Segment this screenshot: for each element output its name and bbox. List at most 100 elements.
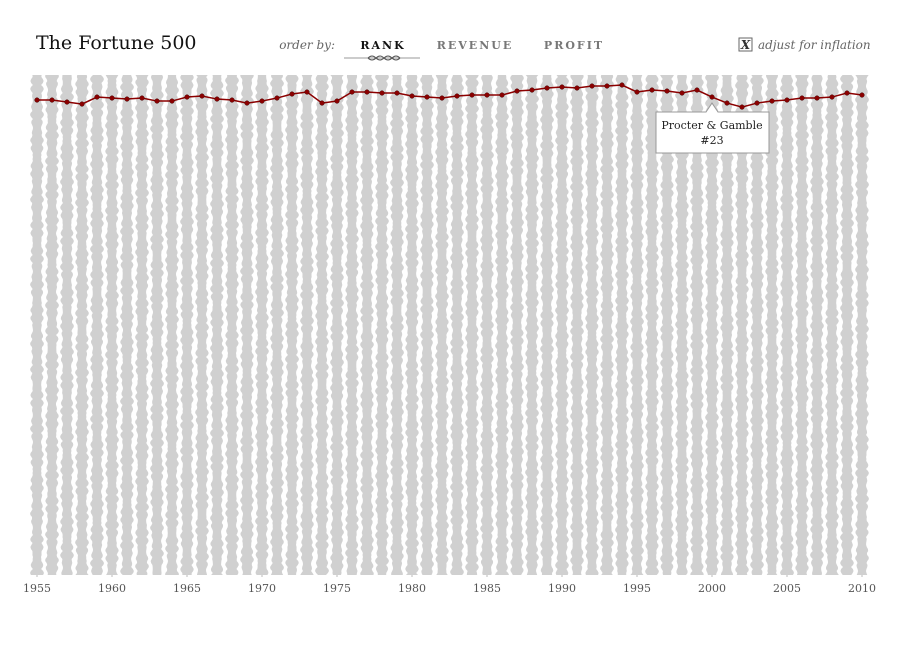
x-tick-label: 1990 <box>548 582 576 595</box>
company-column <box>105 75 119 575</box>
company-column <box>345 75 359 575</box>
point <box>529 87 535 93</box>
inflation-label[interactable]: adjust for inflation <box>758 38 871 52</box>
company-column <box>255 75 269 575</box>
company-column <box>585 75 599 575</box>
point <box>559 84 565 90</box>
company-column <box>210 75 224 575</box>
ornament <box>367 55 401 61</box>
tooltip: Procter & Gamble #23 <box>655 102 770 154</box>
point <box>409 93 415 99</box>
company-column <box>480 75 494 575</box>
company-column <box>150 75 164 575</box>
company-column <box>60 75 74 575</box>
point <box>109 95 115 101</box>
company-column <box>645 75 659 575</box>
point <box>484 92 490 98</box>
point <box>739 104 745 110</box>
point <box>844 90 850 96</box>
company-column <box>720 75 734 575</box>
point <box>259 98 265 104</box>
company-column <box>405 75 419 575</box>
point <box>769 98 775 104</box>
point <box>829 94 835 100</box>
tooltip-name: Procter & Gamble <box>661 119 762 132</box>
point <box>469 92 475 98</box>
company-column <box>75 75 89 575</box>
checkbox[interactable] <box>738 37 753 52</box>
company-column <box>465 75 479 575</box>
company-column <box>840 75 854 575</box>
company-column <box>540 75 554 575</box>
point <box>154 98 160 104</box>
point <box>814 95 820 101</box>
title: The Fortune 500 <box>36 32 197 54</box>
point <box>34 97 40 103</box>
company-column <box>195 75 209 575</box>
company-column <box>780 75 794 575</box>
point <box>364 89 370 95</box>
point <box>124 96 130 102</box>
tooltip-box <box>655 102 770 154</box>
company-column <box>435 75 449 575</box>
company-column <box>315 75 329 575</box>
company-column <box>750 75 764 575</box>
order-by-label: order by: <box>279 38 335 52</box>
company-column <box>45 75 59 575</box>
point <box>799 95 805 101</box>
point <box>634 89 640 95</box>
point <box>49 97 55 103</box>
point <box>184 94 190 100</box>
company-column <box>705 75 719 575</box>
checkbox-mark: X <box>740 38 751 52</box>
order-option[interactable]: REVENUE <box>437 39 513 52</box>
point <box>334 98 340 104</box>
company-column <box>555 75 569 575</box>
company-column <box>120 75 134 575</box>
x-tick-label: 1970 <box>248 582 276 595</box>
point <box>64 99 70 105</box>
company-column <box>375 75 389 575</box>
company-column <box>330 75 344 575</box>
series-line <box>37 84 863 108</box>
order-option[interactable]: RANK <box>360 39 405 52</box>
company-column <box>450 75 464 575</box>
company-column <box>735 75 749 575</box>
company-column <box>225 75 239 575</box>
point <box>709 94 715 100</box>
x-tick-label: 2005 <box>773 582 801 595</box>
company-column <box>180 75 194 575</box>
company-column <box>855 75 869 575</box>
point <box>499 92 505 98</box>
order-option[interactable]: PROFIT <box>544 39 604 52</box>
point <box>454 93 460 99</box>
company-column <box>810 75 824 575</box>
point <box>319 100 325 106</box>
company-column <box>495 75 509 575</box>
point <box>664 88 670 94</box>
company-column <box>660 75 674 575</box>
company-column <box>390 75 404 575</box>
point <box>784 97 790 103</box>
company-column <box>795 75 809 575</box>
company-column <box>675 75 689 575</box>
point <box>229 97 235 103</box>
point <box>79 101 85 107</box>
point <box>619 82 625 88</box>
company-column <box>570 75 584 575</box>
company-column <box>90 75 104 575</box>
x-tick-label: 2010 <box>848 582 876 595</box>
tooltip-rank: #23 <box>700 134 723 147</box>
point <box>94 94 100 100</box>
x-tick-label: 1960 <box>98 582 126 595</box>
point <box>754 100 760 106</box>
point <box>394 90 400 96</box>
x-tick-label: 2000 <box>698 582 726 595</box>
point <box>199 93 205 99</box>
point <box>604 83 610 89</box>
company-column <box>285 75 299 575</box>
company-column <box>600 75 614 575</box>
x-tick-label: 1980 <box>398 582 426 595</box>
point <box>439 95 445 101</box>
